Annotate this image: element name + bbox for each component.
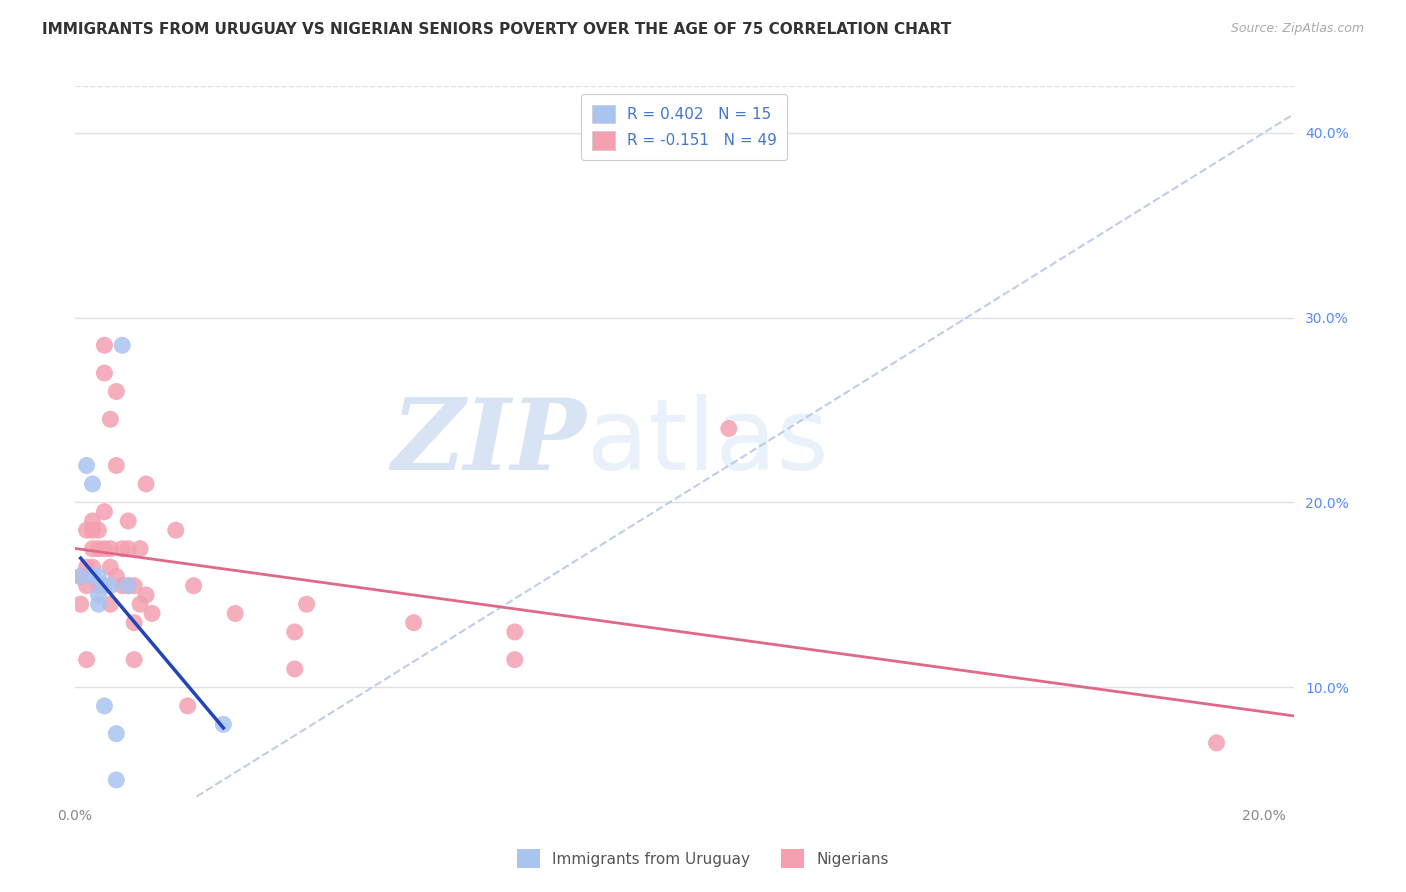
Point xyxy=(503,624,526,639)
Point xyxy=(129,597,152,611)
Point xyxy=(98,412,121,426)
Point xyxy=(117,579,139,593)
Point xyxy=(69,569,91,583)
Point xyxy=(117,579,139,593)
Point xyxy=(98,541,121,556)
Point xyxy=(111,579,134,593)
Point xyxy=(1205,736,1227,750)
Point xyxy=(93,366,115,380)
Point xyxy=(87,579,110,593)
Point xyxy=(76,579,98,593)
Text: IMMIGRANTS FROM URUGUAY VS NIGERIAN SENIORS POVERTY OVER THE AGE OF 75 CORRELATI: IMMIGRANTS FROM URUGUAY VS NIGERIAN SENI… xyxy=(42,22,952,37)
Point xyxy=(105,772,128,787)
Point xyxy=(98,560,121,574)
Point xyxy=(76,653,98,667)
Point xyxy=(69,597,91,611)
Point xyxy=(122,653,145,667)
Point xyxy=(402,615,425,630)
Point xyxy=(141,607,163,621)
Point xyxy=(295,597,318,611)
Point xyxy=(93,541,115,556)
Point xyxy=(122,615,145,630)
Point xyxy=(122,579,145,593)
Point xyxy=(135,477,157,491)
Point xyxy=(82,541,104,556)
Point xyxy=(87,569,110,583)
Point xyxy=(105,384,128,399)
Point xyxy=(111,541,134,556)
Point xyxy=(87,523,110,537)
Point xyxy=(93,579,115,593)
Point xyxy=(135,588,157,602)
Point xyxy=(98,579,121,593)
Point xyxy=(93,505,115,519)
Text: atlas: atlas xyxy=(586,394,828,491)
Point xyxy=(82,569,104,583)
Point xyxy=(284,662,307,676)
Point xyxy=(76,458,98,473)
Point xyxy=(87,588,110,602)
Point xyxy=(69,569,91,583)
Legend: Immigrants from Uruguay, Nigerians: Immigrants from Uruguay, Nigerians xyxy=(510,841,896,875)
Point xyxy=(183,579,205,593)
Point xyxy=(93,338,115,352)
Point xyxy=(76,560,98,574)
Text: Source: ZipAtlas.com: Source: ZipAtlas.com xyxy=(1230,22,1364,36)
Point xyxy=(105,569,128,583)
Point xyxy=(503,653,526,667)
Point xyxy=(165,523,187,537)
Point xyxy=(105,726,128,740)
Point xyxy=(105,458,128,473)
Point xyxy=(87,597,110,611)
Point xyxy=(717,421,740,435)
Text: ZIP: ZIP xyxy=(392,394,586,491)
Point xyxy=(98,597,121,611)
Point xyxy=(87,541,110,556)
Point xyxy=(82,477,104,491)
Point xyxy=(82,560,104,574)
Point xyxy=(176,698,198,713)
Point xyxy=(82,514,104,528)
Point xyxy=(111,338,134,352)
Point xyxy=(93,698,115,713)
Point xyxy=(212,717,235,731)
Point xyxy=(284,624,307,639)
Point xyxy=(76,523,98,537)
Point xyxy=(129,541,152,556)
Point xyxy=(82,523,104,537)
Point xyxy=(224,607,246,621)
Point xyxy=(117,541,139,556)
Legend: R = 0.402   N = 15, R = -0.151   N = 49: R = 0.402 N = 15, R = -0.151 N = 49 xyxy=(581,94,787,161)
Point xyxy=(117,514,139,528)
